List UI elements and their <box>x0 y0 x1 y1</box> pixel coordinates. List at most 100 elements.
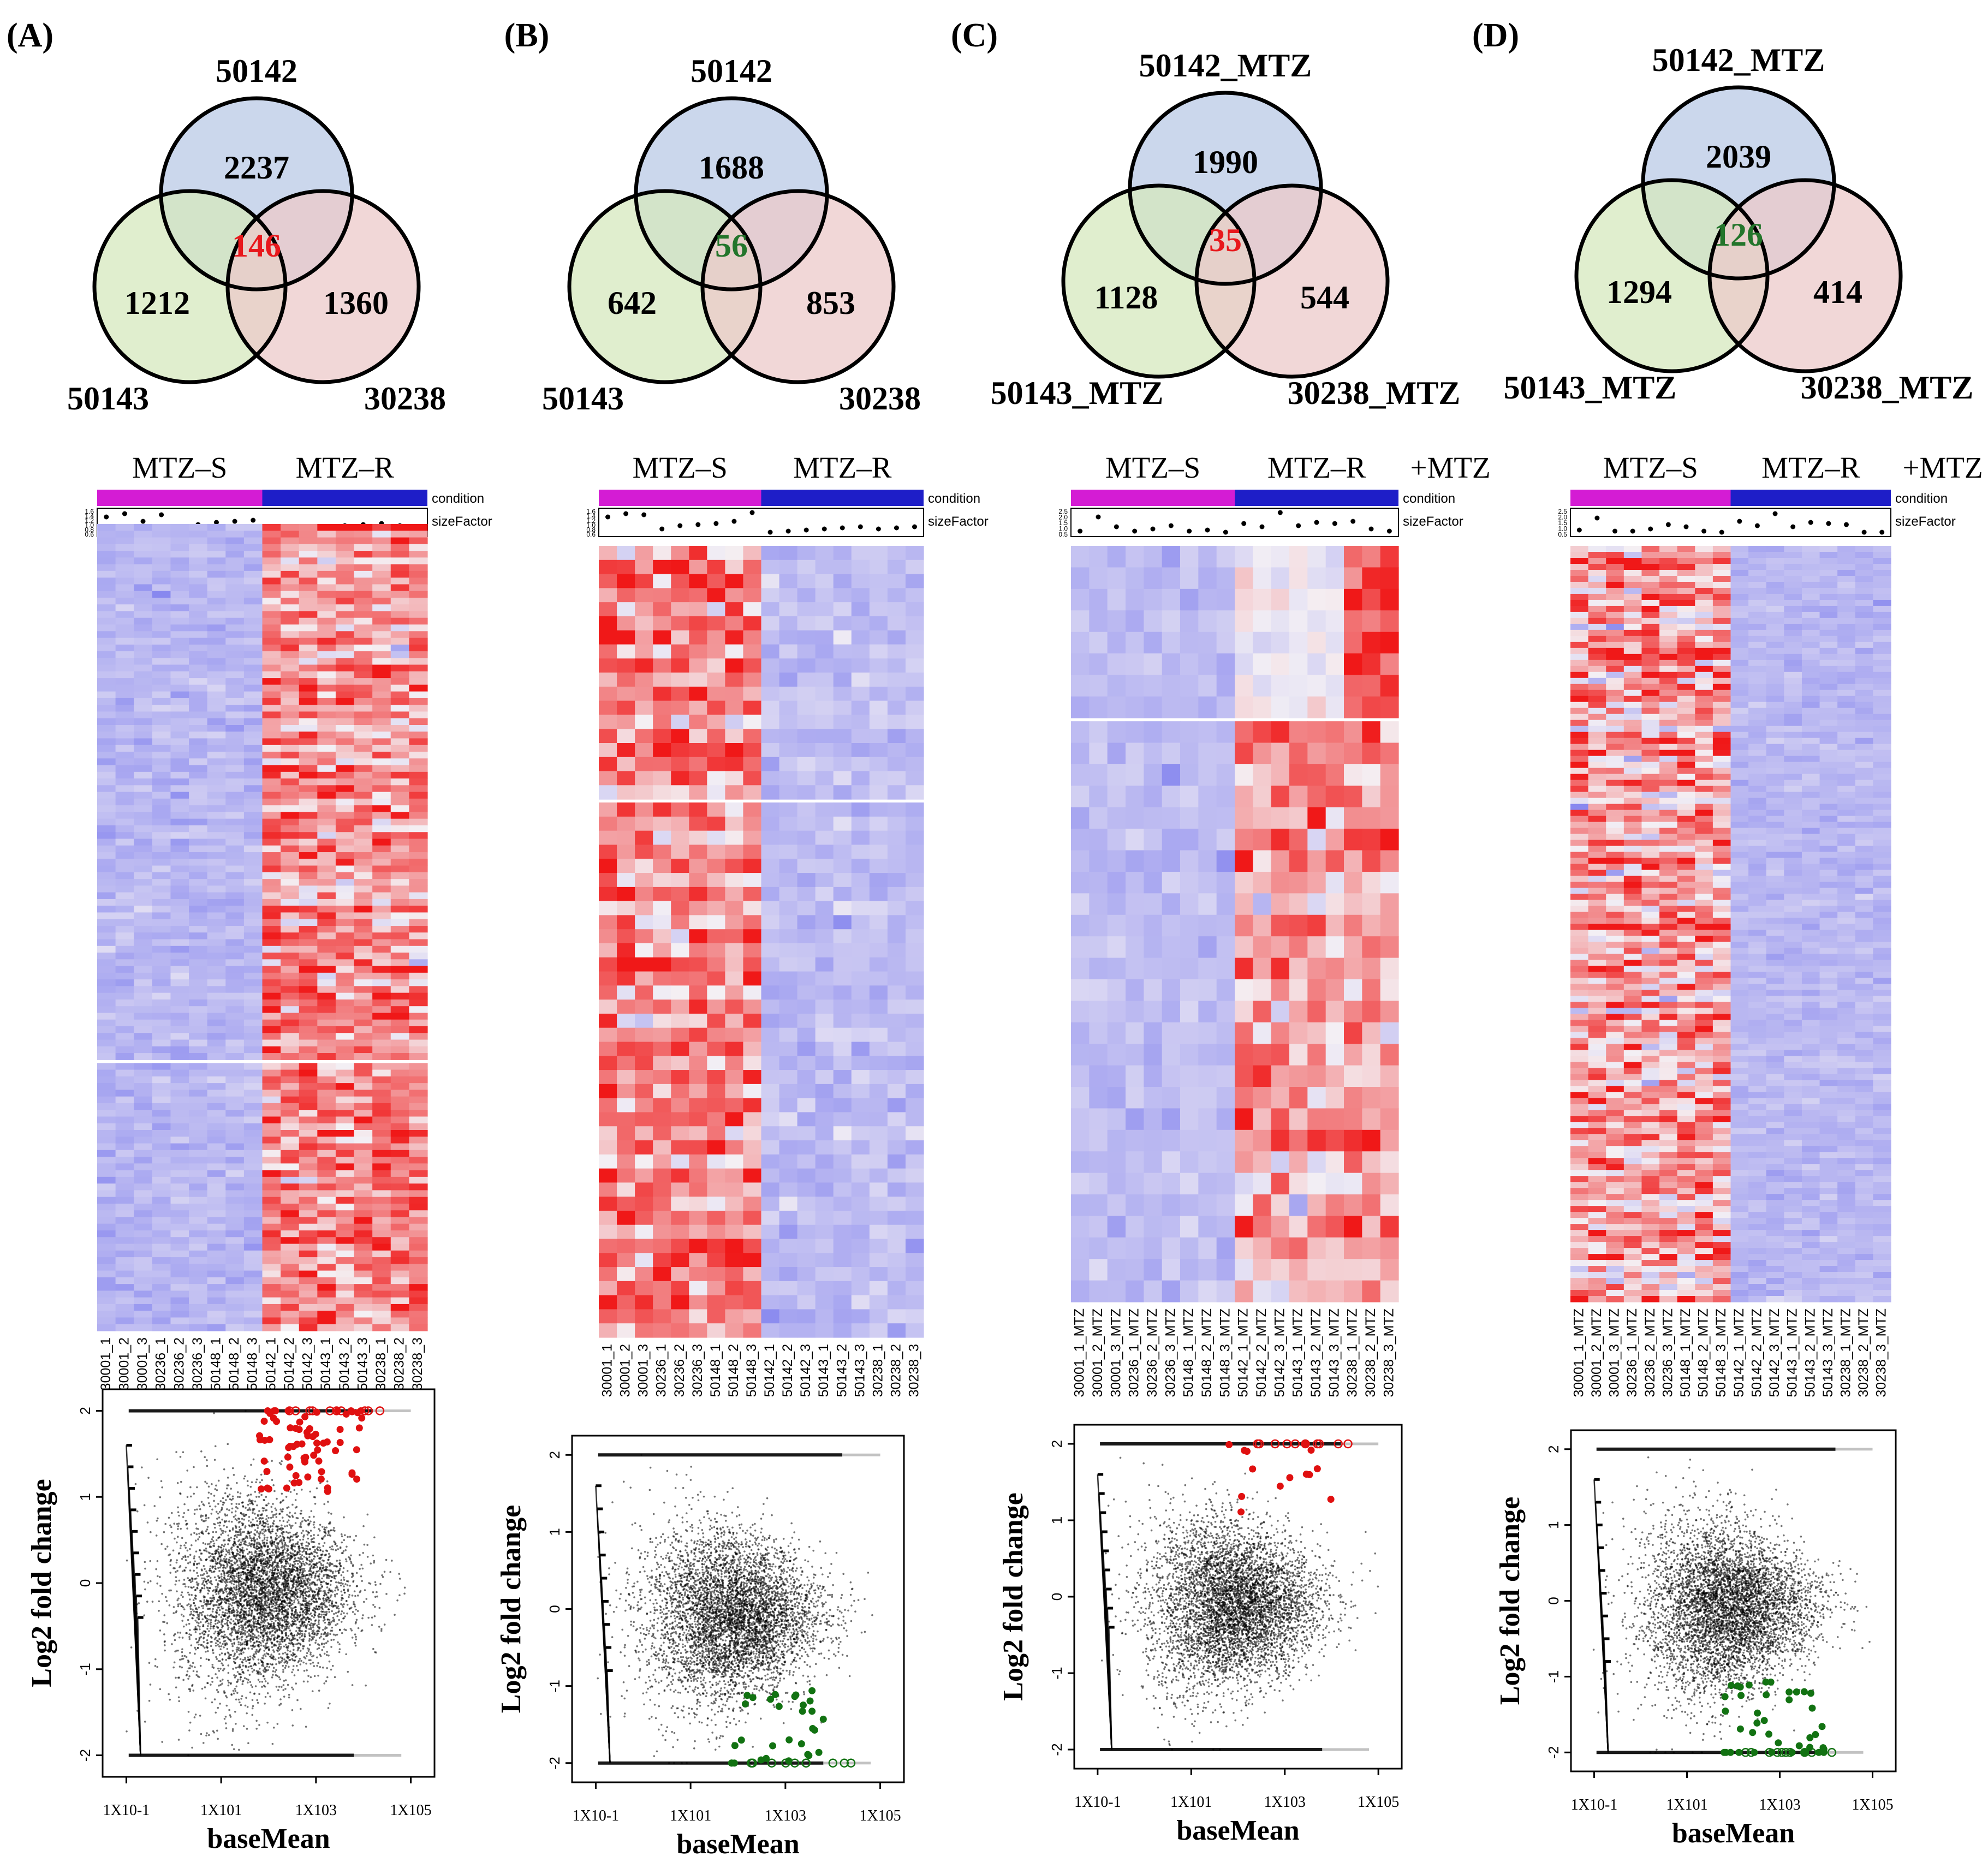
heatmap-cell <box>134 825 152 832</box>
heatmap-cell <box>299 564 318 572</box>
heatmap-cell <box>152 685 171 692</box>
heatmap-cell <box>299 859 318 866</box>
heatmap-cell <box>299 839 318 846</box>
heatmap-cell <box>134 658 152 665</box>
heatmap-cell <box>336 631 354 638</box>
heatmap-cell <box>134 986 152 993</box>
heatmap-cell <box>244 946 263 953</box>
heatmap-cell <box>263 578 281 585</box>
heatmap-cell <box>170 1026 189 1033</box>
heatmap-cell <box>134 932 152 939</box>
heatmap-cell <box>391 651 409 658</box>
heatmap-cell <box>189 718 207 725</box>
heatmap-cell <box>317 979 336 986</box>
heatmap-cell <box>354 557 373 564</box>
heatmap-cell <box>189 872 207 879</box>
heatmap-cell <box>225 618 244 625</box>
heatmap-cell <box>317 959 336 966</box>
heatmap-cell <box>97 893 116 900</box>
heatmap-cell <box>336 671 354 679</box>
heatmap-cell <box>354 745 373 752</box>
heatmap-cell <box>317 739 336 746</box>
heatmap-cell <box>281 645 299 652</box>
heatmap-cell <box>207 524 226 531</box>
heatmap-cell <box>263 939 281 947</box>
heatmap-cell <box>189 812 207 819</box>
heatmap-cell <box>354 1000 373 1007</box>
heatmap-cell <box>263 711 281 718</box>
condition-bar-mtz-r <box>263 490 428 506</box>
heatmap-cell <box>317 692 336 699</box>
heatmap-cell <box>299 538 318 545</box>
heatmap-cell <box>317 538 336 545</box>
heatmap-cell <box>336 872 354 879</box>
heatmap-cell <box>134 859 152 866</box>
heatmap-cell <box>391 805 409 812</box>
heatmap-cell <box>244 973 263 980</box>
heatmap-cell <box>189 825 207 832</box>
heatmap-cell <box>372 745 391 752</box>
heatmap-cell <box>225 557 244 564</box>
heatmap-cell <box>354 524 373 531</box>
heatmap-cell <box>317 859 336 866</box>
heatmap-cell <box>372 778 391 786</box>
heatmap-cell <box>299 524 318 531</box>
heatmap-cell <box>116 872 134 879</box>
heatmap-cell <box>134 618 152 625</box>
heatmap-cell <box>263 825 281 832</box>
heatmap-cell <box>299 846 318 853</box>
heatmap-cell <box>207 1033 226 1040</box>
heatmap-cell <box>170 932 189 939</box>
heatmap-cell <box>134 959 152 966</box>
heatmap-cell <box>225 893 244 900</box>
heatmap-cell <box>170 564 189 572</box>
heatmap-cell <box>97 879 116 886</box>
heatmap-cell <box>207 671 226 679</box>
heatmap-cell <box>372 946 391 953</box>
heatmap-cell <box>134 993 152 1000</box>
heatmap-cell <box>354 598 373 605</box>
heatmap-cell <box>152 564 171 572</box>
heatmap-cell <box>299 1033 318 1040</box>
heatmap-cell <box>409 986 427 993</box>
heatmap-cell <box>225 685 244 692</box>
heatmap-cell <box>391 959 409 966</box>
heatmap-cell <box>225 1000 244 1007</box>
heatmap-cell <box>372 939 391 947</box>
heatmap-cell <box>263 745 281 752</box>
heatmap-cell <box>391 584 409 591</box>
heatmap-cell <box>152 671 171 679</box>
heatmap-cell <box>391 692 409 699</box>
heatmap-cell <box>207 919 226 926</box>
heatmap-cell <box>207 866 226 873</box>
heatmap-cell <box>134 839 152 846</box>
heatmap-cell <box>152 906 171 913</box>
heatmap-cell <box>299 932 318 939</box>
heatmap-cell <box>336 778 354 786</box>
heatmap-cell <box>134 705 152 712</box>
heatmap-cell <box>336 973 354 980</box>
heatmap-cell <box>225 792 244 799</box>
heatmap-cell <box>97 866 116 873</box>
heatmap-cell <box>354 899 373 906</box>
heatmap-cell <box>281 598 299 605</box>
heatmap-cell <box>263 638 281 645</box>
heatmap-cell <box>281 604 299 611</box>
heatmap-cell <box>152 799 171 806</box>
heatmap-cell <box>391 912 409 919</box>
heatmap-cell <box>152 1013 171 1020</box>
heatmap-cell <box>372 819 391 826</box>
heatmap-cell <box>336 885 354 893</box>
heatmap-cell <box>391 524 409 531</box>
heatmap-cell <box>263 671 281 679</box>
heatmap-cell <box>189 752 207 759</box>
heatmap-cell <box>281 799 299 806</box>
heatmap-cell <box>409 953 427 960</box>
heatmap-cell <box>152 792 171 799</box>
heatmap-cell <box>170 772 189 779</box>
heatmap-cell <box>391 678 409 685</box>
heatmap-cell <box>97 986 116 993</box>
heatmap-cell <box>116 584 134 591</box>
heatmap-cell <box>225 1020 244 1027</box>
heatmap-cell <box>189 993 207 1000</box>
